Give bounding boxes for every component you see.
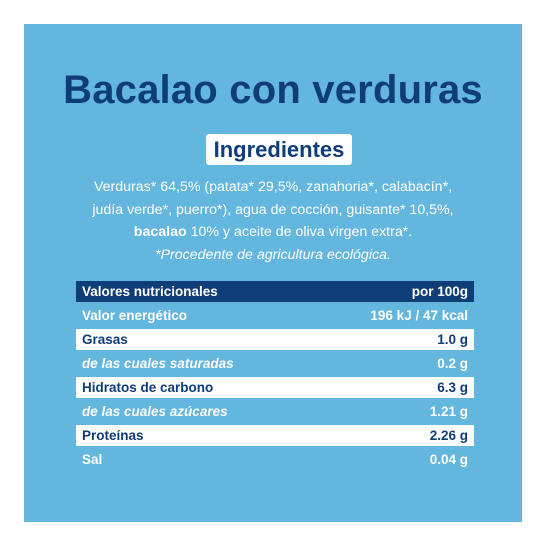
nutrition-header-value: por 100g: [411, 284, 468, 299]
nutrition-value: 0.04 g: [429, 452, 468, 467]
nutrition-label: Valor energético: [82, 308, 188, 323]
ingredients-heading: Ingredientes: [206, 134, 352, 165]
nutrition-value: 196 kJ / 47 kcal: [370, 308, 468, 323]
nutrition-row-fat: Grasas 1.0 g: [76, 329, 474, 350]
nutrition-label: Grasas: [82, 332, 128, 347]
nutrition-label: Sal: [82, 452, 103, 467]
nutrition-row-energy: Valor energético 196 kJ / 47 kcal: [76, 305, 474, 326]
product-title: Bacalao con verduras: [63, 68, 483, 112]
ingredient-bacalao: bacalao: [133, 224, 187, 240]
ingredients-line-1: Verduras* 64,5% (patata* 29,5%, zanahori…: [93, 179, 453, 195]
nutrition-label: Hidratos de carbono: [82, 380, 214, 395]
nutrition-table: Valores nutricionales por 100g Valor ene…: [76, 281, 474, 473]
nutrition-value: 0.2 g: [437, 356, 468, 371]
ingredients-line-3: bacalao 10% y aceite de oliva virgen ext…: [68, 221, 478, 244]
ingredients-line-2: judía verde*, puerro*), agua de cocción,…: [92, 201, 454, 218]
nutrition-row-sugars: de las cuales azúcares 1.21 g: [76, 401, 474, 422]
organic-note: *Procedente de agricultura ecológica.: [155, 246, 391, 263]
nutrition-value: 1.0 g: [437, 332, 468, 347]
nutrition-header-label: Valores nutricionales: [82, 284, 218, 299]
nutrition-label: de las cuales saturadas: [82, 356, 234, 371]
nutrition-row-protein: Proteínas 2.26 g: [76, 425, 474, 446]
nutrition-value: 1.21 g: [429, 404, 468, 419]
nutrition-label: Proteínas: [82, 428, 144, 443]
nutrition-value: 6.3 g: [437, 380, 468, 395]
product-panel: Bacalao con verduras Ingredientes Verdur…: [24, 24, 522, 522]
nutrition-value: 2.26 g: [429, 428, 468, 443]
nutrition-row-carbs: Hidratos de carbono 6.3 g: [76, 377, 474, 398]
nutrition-row-salt: Sal 0.04 g: [76, 449, 474, 470]
ingredients-text: Verduras* 64,5% (patata* 29,5%, zanahori…: [68, 176, 478, 266]
ingredients-line-3-rest: 10% y aceite de oliva virgen extra*.: [186, 224, 413, 240]
nutrition-header-row: Valores nutricionales por 100g: [76, 281, 474, 302]
nutrition-label: de las cuales azúcares: [82, 404, 228, 419]
nutrition-row-saturated: de las cuales saturadas 0.2 g: [76, 353, 474, 374]
